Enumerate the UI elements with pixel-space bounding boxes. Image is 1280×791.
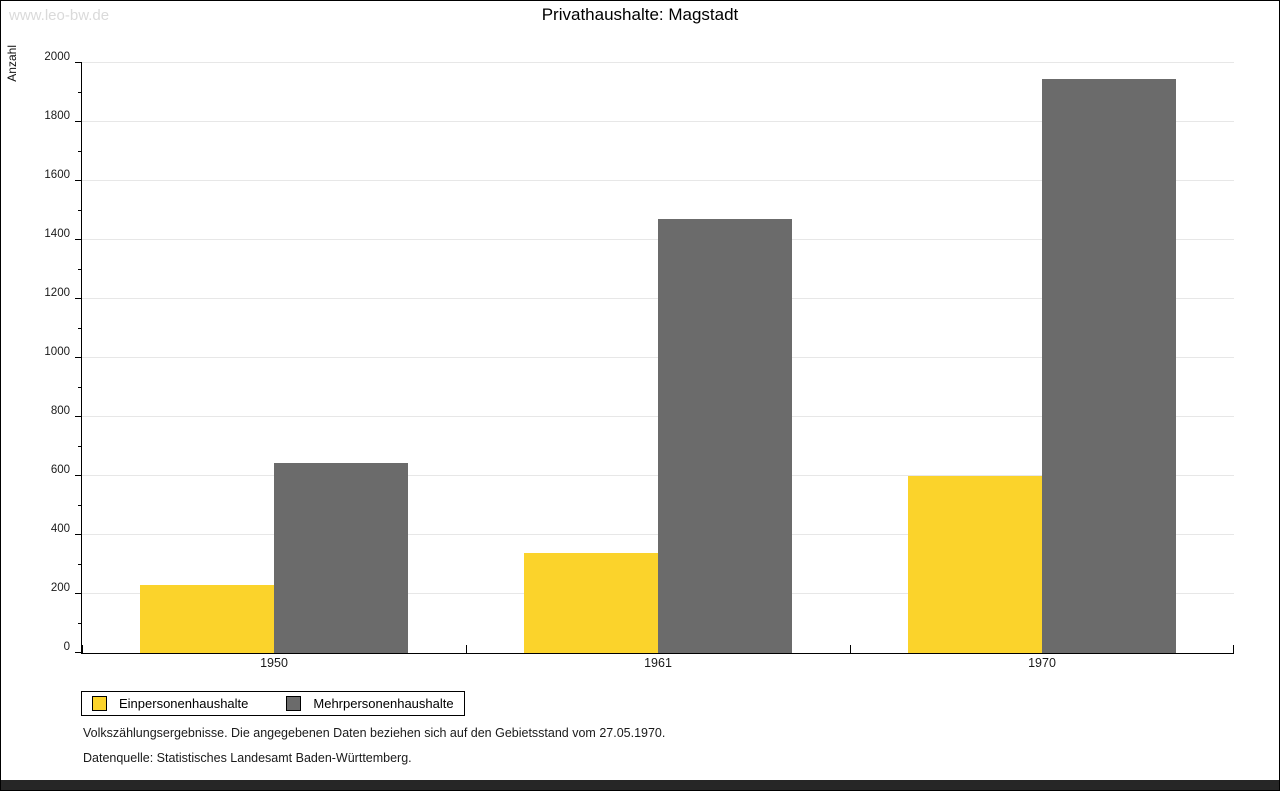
x-axis-label: 1950 [260, 656, 288, 670]
x-axis-label: 1970 [1028, 656, 1056, 670]
y-axis-tick-minor [78, 622, 82, 624]
y-axis-tick-label: 1400 [44, 228, 70, 240]
watermark: www.leo-bw.de [9, 7, 110, 24]
gridline [82, 62, 1234, 63]
x-axis-tick [1233, 645, 1234, 653]
y-axis-tick-minor [78, 91, 82, 93]
y-axis-tick-major [75, 652, 82, 653]
y-axis-tick-minor [78, 327, 82, 329]
legend-item-mehrpersonenhaushalte: Mehrpersonenhaushalte [286, 696, 454, 711]
x-axis-label: 1961 [644, 656, 672, 670]
footnote-data-source: Datenquelle: Statistisches Landesamt Bad… [83, 751, 412, 765]
y-axis-tick-major [75, 534, 82, 535]
y-axis-tick-major [75, 416, 82, 417]
y-axis-tick-minor [78, 268, 82, 270]
legend-swatch-icon [286, 696, 302, 711]
x-axis-tick [82, 645, 83, 653]
y-axis-tick-label: 400 [50, 523, 70, 535]
y-axis-tick-minor [78, 386, 82, 388]
gridline [82, 180, 1234, 181]
y-axis-tick-label: 1000 [44, 346, 70, 358]
y-axis-tick-major [75, 239, 82, 240]
chart-title: Privathaushalte: Magstadt [541, 5, 739, 24]
y-axis-tick-minor [78, 445, 82, 447]
y-axis-tick-minor [78, 563, 82, 565]
legend-item-einpersonenhaushalte: Einpersonenhaushalte [92, 696, 248, 711]
plot-area: 0 200 400 600 800 1000 1200 1400 1600 1800 2000 195… [44, 51, 1234, 670]
legend-label: Mehrpersonenhaushalte [313, 696, 454, 711]
footnote-source-note: Volkszählungsergebnisse. Die angegebenen… [83, 726, 666, 740]
legend: Einpersonenhaushalte Mehrpersonenhaushalt… [81, 691, 465, 716]
bar-1950-mehrpersonenhaushalte [274, 462, 408, 653]
y-axis-tick-minor [78, 504, 82, 506]
y-axis-tick-major [75, 357, 82, 358]
bar-1950-einpersonenhaushalte [140, 585, 274, 653]
y-axis-tick-label: 200 [50, 582, 70, 594]
y-axis-tick-label: 1200 [44, 287, 70, 299]
y-axis-tick-label: 1600 [44, 169, 70, 181]
bar-1970-einpersonenhaushalte [908, 476, 1042, 653]
y-axis-tick-label: 2000 [44, 51, 70, 63]
y-axis-tick-label: 600 [50, 464, 70, 476]
legend-swatch-icon [92, 696, 107, 711]
legend-label: Einpersonenhaushalte [119, 696, 249, 711]
x-axis-tick [466, 645, 467, 653]
y-axis-tick-major [75, 475, 82, 476]
y-axis-title: Anzahl [5, 45, 19, 82]
y-axis-tick-major [75, 180, 82, 181]
y-axis-tick-label: 0 [63, 641, 70, 653]
gridline [82, 121, 1234, 122]
y-axis-tick-minor [78, 150, 82, 152]
bar-1970-mehrpersonenhaushalte [1042, 79, 1176, 653]
bar-1961-mehrpersonenhaushalte [658, 219, 792, 653]
y-axis-tick-label: 800 [50, 405, 70, 417]
y-axis-tick-label: 1800 [44, 110, 70, 122]
bottom-bar [1, 780, 1279, 790]
y-axis-tick-minor [78, 209, 82, 211]
y-axis-tick-major [75, 62, 82, 63]
y-axis-tick-major [75, 593, 82, 594]
y-axis-tick-major [75, 298, 82, 299]
x-axis-tick [850, 645, 851, 653]
bar-1961-einpersonenhaushalte [524, 552, 658, 653]
y-axis-tick-major [75, 121, 82, 122]
